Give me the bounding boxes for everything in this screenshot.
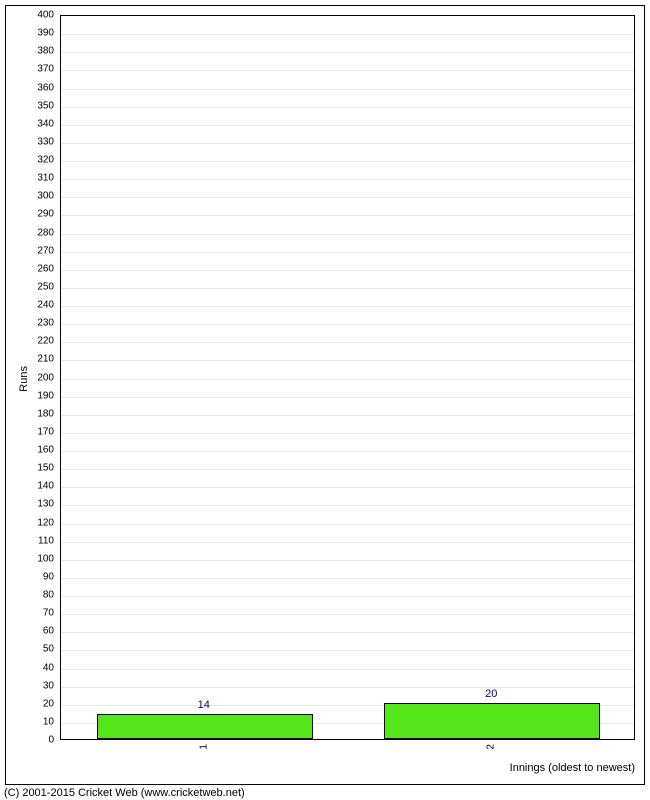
grid-line [61, 669, 634, 670]
bar-value-label: 14 [198, 699, 210, 711]
grid-line [61, 215, 634, 216]
grid-line [61, 469, 634, 470]
y-tick-label: 100 [0, 553, 54, 564]
grid-line [61, 415, 634, 416]
chart-bar [384, 703, 600, 739]
grid-line [61, 433, 634, 434]
y-tick-label: 340 [0, 118, 54, 129]
y-tick-label: 110 [0, 535, 54, 546]
y-tick-label: 330 [0, 136, 54, 147]
y-tick-label: 270 [0, 245, 54, 256]
grid-line [61, 324, 634, 325]
y-tick-label: 250 [0, 281, 54, 292]
y-tick-label: 220 [0, 336, 54, 347]
chart-bar [97, 714, 313, 739]
grid-line [61, 52, 634, 53]
grid-line [61, 143, 634, 144]
grid-line [61, 560, 634, 561]
y-tick-label: 140 [0, 481, 54, 492]
grid-line [61, 234, 634, 235]
grid-line [61, 397, 634, 398]
y-axis-title: Runs [18, 366, 30, 392]
y-tick-label: 210 [0, 354, 54, 365]
grid-line [61, 650, 634, 651]
grid-line [61, 125, 634, 126]
grid-line [61, 505, 634, 506]
grid-line [61, 197, 634, 198]
y-tick-label: 130 [0, 499, 54, 510]
y-tick-label: 50 [0, 644, 54, 655]
grid-line [61, 306, 634, 307]
y-tick-label: 180 [0, 408, 54, 419]
y-tick-label: 370 [0, 64, 54, 75]
y-tick-label: 20 [0, 698, 54, 709]
chart-plot-area [60, 15, 635, 740]
grid-line [61, 161, 634, 162]
y-tick-label: 400 [0, 10, 54, 21]
grid-line [61, 379, 634, 380]
y-tick-label: 230 [0, 318, 54, 329]
y-tick-label: 90 [0, 571, 54, 582]
grid-line [61, 342, 634, 343]
y-tick-label: 10 [0, 716, 54, 727]
y-tick-label: 70 [0, 608, 54, 619]
y-tick-label: 300 [0, 191, 54, 202]
y-tick-label: 240 [0, 300, 54, 311]
y-tick-label: 320 [0, 155, 54, 166]
y-tick-label: 290 [0, 209, 54, 220]
y-tick-label: 280 [0, 227, 54, 238]
y-tick-label: 0 [0, 735, 54, 746]
x-axis-title: Innings (oldest to newest) [510, 762, 635, 774]
grid-line [61, 542, 634, 543]
y-tick-label: 260 [0, 263, 54, 274]
chart-container: 0102030405060708090100110120130140150160… [0, 0, 650, 800]
x-tick-label: 2 [486, 744, 497, 750]
grid-line [61, 614, 634, 615]
y-tick-label: 80 [0, 590, 54, 601]
y-tick-label: 60 [0, 626, 54, 637]
grid-line [61, 578, 634, 579]
grid-line [61, 487, 634, 488]
y-tick-label: 150 [0, 463, 54, 474]
y-tick-label: 190 [0, 390, 54, 401]
grid-line [61, 288, 634, 289]
grid-line [61, 524, 634, 525]
copyright-text: (C) 2001-2015 Cricket Web (www.cricketwe… [4, 787, 245, 799]
y-tick-label: 390 [0, 28, 54, 39]
y-tick-label: 30 [0, 680, 54, 691]
y-tick-label: 360 [0, 82, 54, 93]
y-tick-label: 350 [0, 100, 54, 111]
grid-line [61, 270, 634, 271]
x-tick-label: 1 [198, 744, 209, 750]
grid-line [61, 451, 634, 452]
grid-line [61, 687, 634, 688]
y-tick-label: 170 [0, 426, 54, 437]
y-tick-label: 380 [0, 46, 54, 57]
grid-line [61, 252, 634, 253]
grid-line [61, 179, 634, 180]
grid-line [61, 34, 634, 35]
grid-line [61, 596, 634, 597]
y-tick-label: 310 [0, 173, 54, 184]
y-tick-label: 40 [0, 662, 54, 673]
grid-line [61, 70, 634, 71]
y-tick-label: 120 [0, 517, 54, 528]
grid-line [61, 360, 634, 361]
y-tick-label: 160 [0, 445, 54, 456]
bar-value-label: 20 [485, 688, 497, 700]
grid-line [61, 632, 634, 633]
grid-line [61, 107, 634, 108]
grid-line [61, 89, 634, 90]
